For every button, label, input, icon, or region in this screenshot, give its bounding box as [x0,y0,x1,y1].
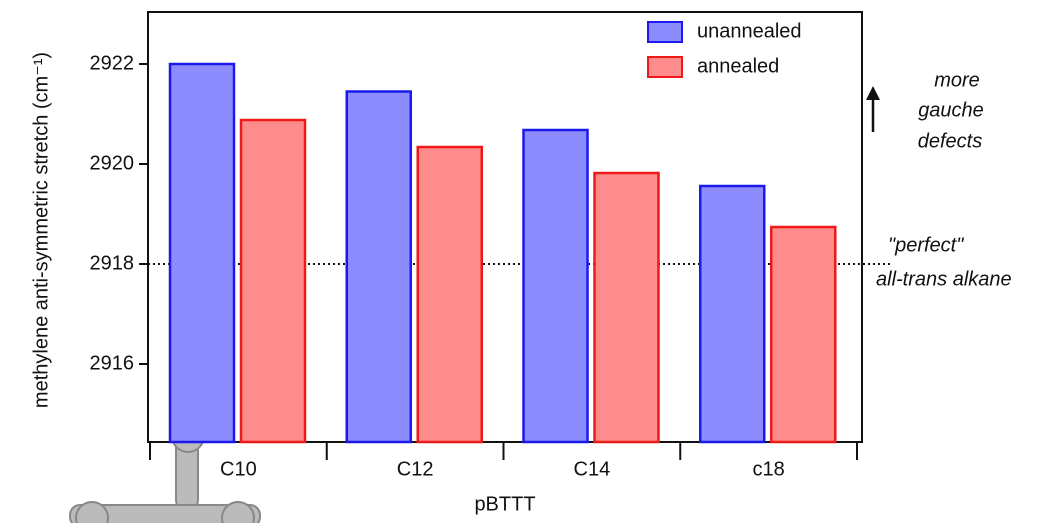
x-tick-label: C14 [574,458,611,480]
x-axis-label: pBTTT [474,493,535,515]
annotation: all-trans alkane [876,268,1012,290]
bar [593,171,660,444]
y-tick-label: 2920 [90,152,135,174]
y-tick-label: 2918 [90,252,135,274]
y-tick-label: 2922 [90,52,135,74]
x-tick-label: c18 [753,458,785,480]
annotation: more [934,69,980,91]
annotation: gauche [918,99,984,121]
x-tick-label: C10 [220,458,257,480]
y-axis-label: methylene anti-symmetric stretch (cm⁻¹) [30,52,52,408]
y-tick-label: 2916 [90,352,135,374]
arrow-head [866,86,880,100]
bar [239,118,307,444]
x-tick-label: C12 [397,458,434,480]
bar [522,128,589,444]
bar [770,225,837,444]
bar [168,62,236,444]
plot-frame [147,11,863,443]
legend-label: annealed [697,55,779,77]
bar [699,184,766,444]
legend-swatch [647,21,683,43]
legend-label: unannealed [697,20,802,42]
legend-swatch [647,56,683,78]
annotation: "perfect" [888,234,964,256]
bar [416,145,483,444]
annotation: defects [918,130,982,152]
bar [345,90,412,444]
